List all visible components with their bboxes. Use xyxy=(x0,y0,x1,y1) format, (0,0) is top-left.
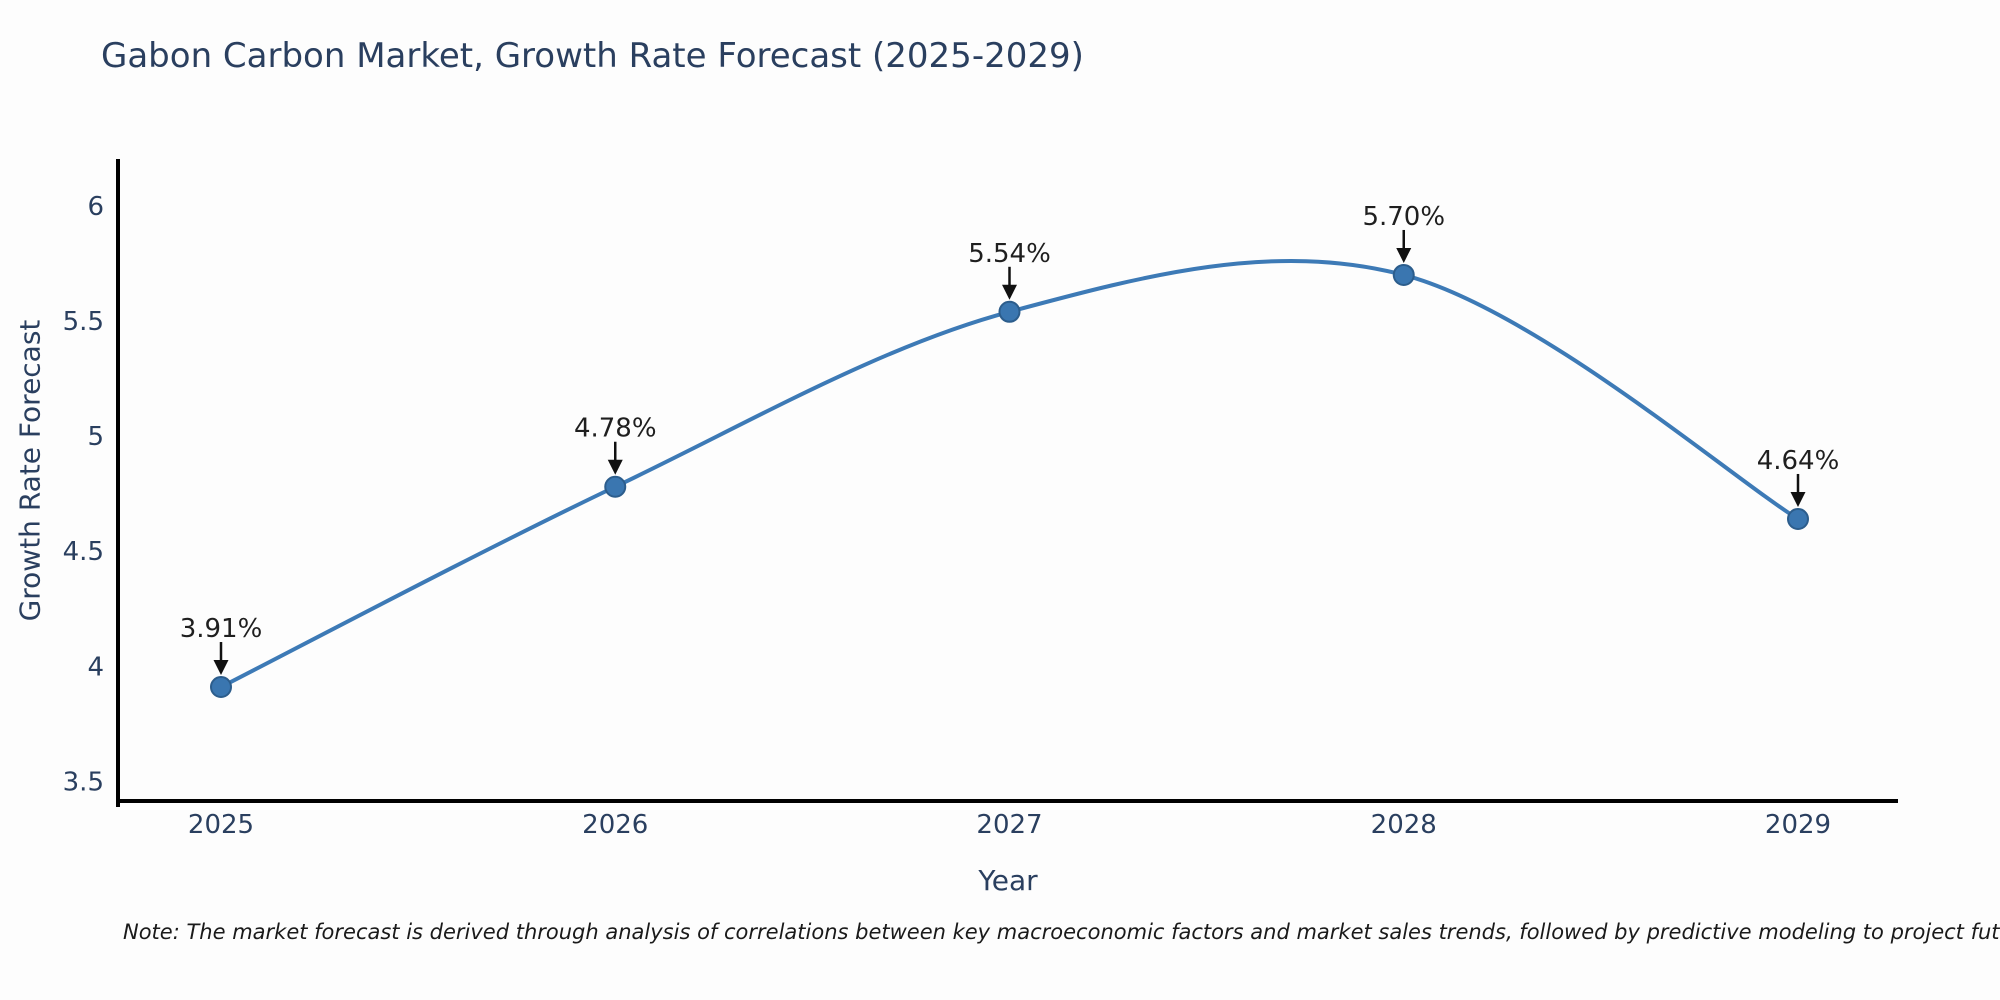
data-point-marker xyxy=(998,300,1021,323)
data-point-marker xyxy=(604,475,627,498)
data-point-label: 5.70% xyxy=(1362,202,1445,232)
y-tick-label: 5.5 xyxy=(63,307,104,337)
y-tick-label: 4.5 xyxy=(63,537,104,567)
data-point-marker xyxy=(210,676,232,699)
y-axis-title: Growth Rate Forecast xyxy=(13,319,47,622)
x-tick-label: 2025 xyxy=(188,810,254,840)
y-axis-spine xyxy=(116,159,120,807)
x-tick-label: 2029 xyxy=(1765,810,1831,840)
data-point-marker xyxy=(1392,263,1415,286)
x-tick-label: 2028 xyxy=(1371,810,1437,840)
y-tick-label: 6 xyxy=(87,192,104,222)
data-point-marker xyxy=(1787,507,1809,530)
data-point-label: 4.64% xyxy=(1757,446,1840,476)
annotation-arrow-head xyxy=(1396,247,1412,263)
y-tick-label: 4 xyxy=(87,652,104,682)
data-point-label: 5.54% xyxy=(968,239,1051,269)
line-series-path xyxy=(219,258,1800,690)
chart-title: Gabon Carbon Market, Growth Rate Forecas… xyxy=(101,36,1084,76)
y-tick-label: 5 xyxy=(87,422,104,452)
x-tick-label: 2026 xyxy=(582,810,648,840)
annotation-arrow-head xyxy=(213,660,229,676)
y-tick-label: 3.5 xyxy=(63,767,104,797)
x-tick-label: 2027 xyxy=(976,810,1042,840)
x-axis-title: Year xyxy=(978,864,1038,897)
annotation-arrow-head xyxy=(607,459,623,475)
data-point-label: 4.78% xyxy=(574,414,657,444)
x-axis-spine xyxy=(116,799,1898,803)
data-point-label: 3.91% xyxy=(180,614,263,644)
annotation-arrow-head xyxy=(1790,491,1806,507)
chart-note: Note: The market forecast is derived thr… xyxy=(123,920,2000,944)
annotation-arrow-head xyxy=(1002,284,1017,300)
